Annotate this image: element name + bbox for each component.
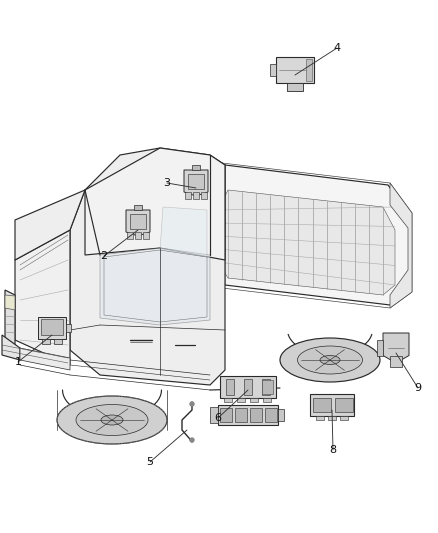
Polygon shape <box>340 416 348 420</box>
Polygon shape <box>306 59 312 81</box>
Circle shape <box>190 402 194 406</box>
Polygon shape <box>38 317 66 339</box>
Polygon shape <box>15 190 85 260</box>
Polygon shape <box>126 210 150 236</box>
Polygon shape <box>70 148 225 385</box>
Polygon shape <box>20 348 70 370</box>
Polygon shape <box>287 83 303 91</box>
Polygon shape <box>328 416 336 420</box>
Polygon shape <box>134 205 142 210</box>
Polygon shape <box>310 394 354 416</box>
Polygon shape <box>2 335 20 360</box>
Polygon shape <box>250 408 262 422</box>
Polygon shape <box>235 408 247 422</box>
Polygon shape <box>220 408 232 422</box>
Polygon shape <box>262 380 273 394</box>
Polygon shape <box>313 398 331 412</box>
Text: 3: 3 <box>163 178 170 188</box>
Polygon shape <box>390 356 402 367</box>
Polygon shape <box>85 148 225 260</box>
Polygon shape <box>100 248 210 325</box>
Polygon shape <box>390 183 412 308</box>
Ellipse shape <box>297 346 363 374</box>
Polygon shape <box>218 190 395 295</box>
Polygon shape <box>210 165 410 305</box>
Text: 1: 1 <box>14 357 21 367</box>
Polygon shape <box>265 408 277 422</box>
Polygon shape <box>5 295 15 310</box>
Circle shape <box>190 438 194 442</box>
Polygon shape <box>218 405 278 425</box>
Ellipse shape <box>320 356 340 365</box>
Text: 5: 5 <box>146 457 153 467</box>
Polygon shape <box>250 398 258 402</box>
Text: 6: 6 <box>215 413 222 423</box>
Polygon shape <box>188 174 204 189</box>
Polygon shape <box>383 333 409 363</box>
Text: 9: 9 <box>414 383 421 393</box>
Polygon shape <box>143 232 149 239</box>
Polygon shape <box>127 232 133 239</box>
Polygon shape <box>201 192 207 199</box>
Ellipse shape <box>101 415 123 425</box>
Polygon shape <box>41 319 63 335</box>
Polygon shape <box>192 165 200 170</box>
Polygon shape <box>224 398 232 402</box>
Polygon shape <box>335 398 353 412</box>
Ellipse shape <box>280 338 380 382</box>
Polygon shape <box>218 165 225 285</box>
Polygon shape <box>276 57 314 83</box>
Text: 8: 8 <box>329 445 336 455</box>
Polygon shape <box>184 170 208 196</box>
Polygon shape <box>66 324 71 332</box>
Polygon shape <box>226 379 234 395</box>
Polygon shape <box>263 398 271 402</box>
Polygon shape <box>377 340 383 356</box>
Polygon shape <box>244 379 252 395</box>
Polygon shape <box>135 232 141 239</box>
Polygon shape <box>5 290 15 345</box>
Polygon shape <box>210 407 218 423</box>
Polygon shape <box>42 339 50 344</box>
Polygon shape <box>185 192 191 199</box>
Polygon shape <box>220 376 276 398</box>
Ellipse shape <box>57 396 167 444</box>
Text: 2: 2 <box>100 251 108 261</box>
Polygon shape <box>316 416 324 420</box>
Text: 4: 4 <box>333 43 341 53</box>
Ellipse shape <box>76 405 148 435</box>
Polygon shape <box>237 398 245 402</box>
Polygon shape <box>160 207 207 257</box>
Polygon shape <box>15 230 70 365</box>
Polygon shape <box>270 64 276 76</box>
Polygon shape <box>278 409 284 421</box>
Polygon shape <box>130 214 146 229</box>
Polygon shape <box>54 339 62 344</box>
Polygon shape <box>193 192 199 199</box>
Polygon shape <box>262 379 270 395</box>
